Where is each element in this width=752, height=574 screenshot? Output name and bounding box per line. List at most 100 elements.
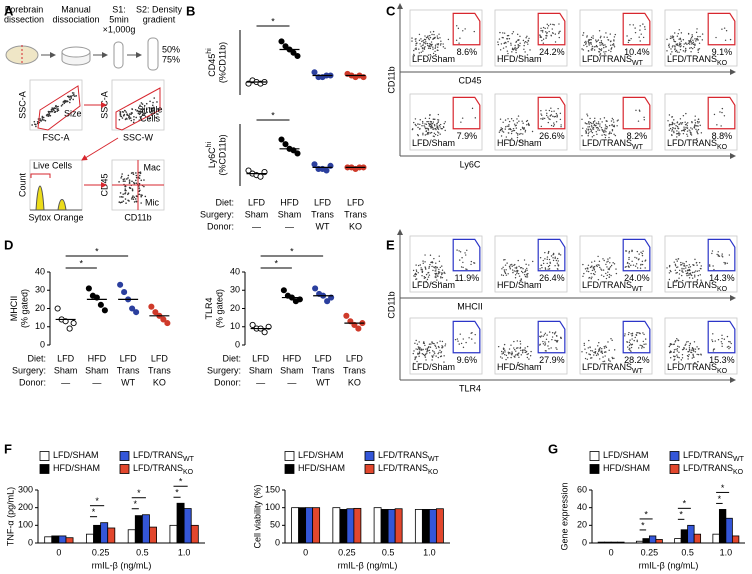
event-dot [437, 46, 439, 48]
event-dot [546, 32, 548, 34]
event-dot [591, 48, 594, 50]
event-dot [642, 340, 645, 343]
group-label-main: LFD/TRANS [667, 138, 717, 148]
event-dot [426, 347, 429, 349]
design-value: Sham [85, 365, 109, 375]
event-dot [694, 115, 696, 117]
event-dot [525, 276, 527, 278]
event-dot [641, 252, 643, 255]
event-dot [591, 261, 593, 263]
y-tick-label: 60 [577, 484, 587, 494]
event-dot [526, 353, 528, 356]
event-dot [430, 343, 432, 345]
event-dot [428, 125, 430, 127]
event-dot [527, 43, 529, 45]
event-dot [427, 133, 430, 135]
panel-label: B [186, 3, 195, 18]
event-dot [709, 265, 711, 267]
event-dot [420, 267, 422, 269]
event-dot [509, 127, 511, 130]
y-axis-label: MHCII [9, 296, 19, 322]
event-dot [626, 262, 629, 264]
gate-name: Live Cells [33, 160, 73, 170]
gate-percent: 26.4% [539, 273, 565, 283]
event-dot [682, 115, 685, 117]
event-dot [638, 258, 640, 260]
event-dot [544, 258, 546, 260]
event-dot [141, 103, 144, 105]
event-dot [126, 118, 128, 120]
event-dot [517, 46, 520, 49]
event-dot [523, 128, 525, 131]
event-dot [631, 335, 633, 337]
gate-percent: 9.1% [712, 47, 733, 57]
event-dot [546, 262, 548, 265]
event-dot [421, 47, 424, 49]
y-axis-unit: (%CD11b) [217, 42, 227, 83]
significance-label: * [134, 499, 138, 509]
y-tick-label: 150 [265, 484, 280, 494]
event-dot [437, 273, 439, 275]
event-dot [429, 346, 432, 348]
event-dot [516, 271, 519, 273]
event-dot [689, 47, 691, 49]
event-dot [678, 351, 680, 354]
design-row-label: Surgery: [207, 365, 241, 375]
event-dot [518, 133, 521, 135]
event-dot [611, 357, 614, 360]
event-dot [680, 359, 683, 361]
event-dot [555, 121, 558, 123]
event-dot [678, 134, 680, 137]
event-dot [428, 38, 430, 41]
design-value: LFD [314, 197, 332, 207]
gate [537, 320, 566, 354]
gate [537, 12, 566, 46]
design-value: Trans [311, 209, 334, 219]
bar [149, 526, 157, 544]
event-dot [524, 40, 527, 43]
event-dot [680, 43, 682, 45]
event-dot [418, 346, 420, 349]
event-dot [507, 34, 510, 37]
event-dot [413, 275, 415, 277]
x-tick-label: 0 [609, 547, 614, 557]
event-dot [596, 352, 599, 355]
event-dot [529, 49, 531, 51]
event-dot [675, 44, 678, 46]
event-dot [642, 332, 644, 334]
event-dot [456, 249, 458, 251]
event-dot [418, 39, 421, 42]
significance-label: * [290, 246, 294, 256]
event-dot [422, 262, 424, 264]
significance-label: * [679, 510, 683, 520]
event-dot [501, 357, 503, 359]
legend-label-main: LFD/TRANS [683, 450, 733, 460]
design-value: KO [349, 221, 362, 231]
event-dot [505, 46, 507, 48]
event-dot [413, 53, 415, 56]
event-dot [441, 346, 443, 349]
event-dot [56, 108, 59, 111]
event-dot [540, 113, 542, 115]
event-dot [544, 251, 546, 254]
data-point [85, 285, 92, 292]
event-dot [624, 266, 627, 268]
event-dot [598, 48, 600, 50]
event-dot [454, 338, 457, 341]
event-dot [599, 118, 602, 120]
event-dot [142, 112, 145, 115]
event-dot [33, 120, 36, 123]
event-dot [673, 279, 676, 282]
event-dot [34, 123, 36, 126]
event-dot [593, 354, 595, 356]
event-dot [678, 42, 681, 44]
event-dot [118, 118, 121, 121]
event-dot [591, 265, 593, 267]
significance-label: * [721, 483, 725, 493]
event-dot [545, 37, 547, 39]
legend-label-main: LFD/TRANS [683, 463, 733, 473]
event-dot [593, 123, 596, 126]
event-dot [551, 338, 553, 341]
event-dot [540, 125, 542, 128]
event-dot [555, 340, 557, 342]
